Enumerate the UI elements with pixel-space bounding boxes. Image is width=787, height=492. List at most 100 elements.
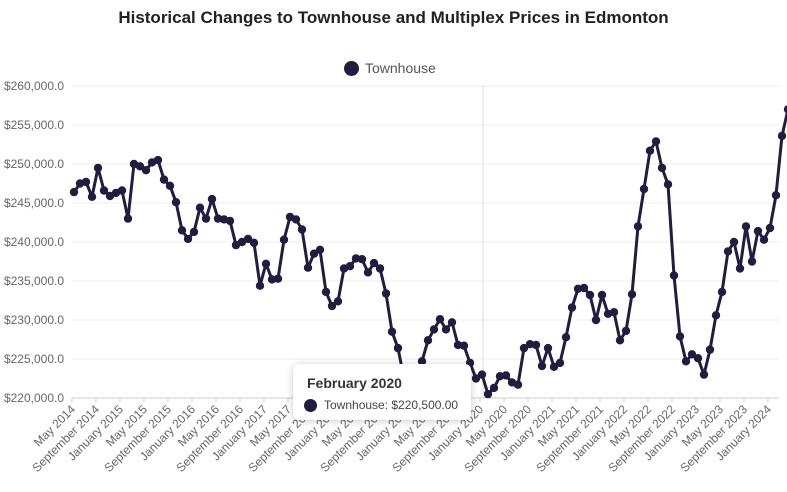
data-point[interactable]	[369, 258, 379, 268]
data-point[interactable]	[171, 198, 181, 207]
data-point[interactable]	[153, 155, 163, 165]
series-points-townhouse	[69, 105, 787, 400]
data-point[interactable]	[555, 358, 565, 368]
data-point[interactable]	[615, 336, 625, 345]
data-point[interactable]	[669, 271, 679, 280]
data-point[interactable]	[333, 297, 343, 306]
data-point[interactable]	[93, 163, 103, 173]
data-point[interactable]	[81, 177, 91, 187]
data-point[interactable]	[159, 175, 169, 184]
data-point[interactable]	[765, 223, 775, 233]
data-point[interactable]	[375, 264, 385, 273]
data-point[interactable]	[261, 259, 271, 268]
data-point[interactable]	[777, 131, 787, 141]
data-point[interactable]	[255, 281, 265, 290]
data-point[interactable]	[645, 146, 655, 155]
data-point[interactable]	[249, 238, 259, 247]
data-point[interactable]	[753, 226, 763, 236]
data-point[interactable]	[597, 290, 607, 300]
data-point[interactable]	[585, 290, 595, 300]
data-point[interactable]	[501, 371, 511, 380]
data-point[interactable]	[567, 303, 577, 312]
data-point[interactable]	[477, 370, 487, 379]
data-point[interactable]	[483, 389, 493, 399]
data-point[interactable]	[381, 289, 391, 298]
data-point[interactable]	[759, 235, 769, 244]
data-point[interactable]	[723, 247, 733, 256]
data-point[interactable]	[693, 354, 703, 363]
data-point[interactable]	[225, 216, 235, 226]
data-point[interactable]	[189, 227, 199, 237]
data-point[interactable]	[321, 287, 331, 297]
data-point[interactable]	[633, 222, 643, 231]
data-point[interactable]	[303, 263, 313, 272]
data-point[interactable]	[387, 327, 397, 336]
legend-item-townhouse[interactable]: Townhouse	[344, 60, 436, 76]
data-point[interactable]	[735, 264, 745, 273]
data-point[interactable]	[471, 374, 481, 383]
data-point[interactable]	[657, 163, 667, 173]
data-point[interactable]	[273, 274, 283, 283]
data-point[interactable]	[87, 192, 97, 201]
data-point[interactable]	[69, 187, 79, 197]
data-point[interactable]	[687, 350, 697, 359]
data-point[interactable]	[651, 137, 661, 146]
data-point[interactable]	[771, 191, 781, 200]
data-point[interactable]	[135, 162, 145, 171]
data-point[interactable]	[291, 215, 301, 224]
data-point[interactable]	[309, 249, 319, 258]
data-point[interactable]	[243, 234, 253, 244]
data-point[interactable]	[681, 357, 691, 366]
data-point[interactable]	[519, 343, 529, 353]
data-point[interactable]	[279, 235, 289, 244]
data-point[interactable]	[729, 237, 739, 247]
data-point[interactable]	[561, 333, 571, 342]
data-point[interactable]	[363, 268, 373, 277]
data-point[interactable]	[549, 362, 559, 371]
data-point[interactable]	[141, 166, 151, 175]
data-point[interactable]	[591, 315, 601, 325]
data-point[interactable]	[207, 194, 217, 204]
data-point[interactable]	[357, 255, 367, 264]
data-point[interactable]	[537, 361, 547, 371]
data-point[interactable]	[123, 214, 133, 223]
data-point[interactable]	[201, 214, 211, 223]
data-point[interactable]	[489, 383, 499, 393]
data-point[interactable]	[195, 203, 205, 212]
data-point[interactable]	[459, 341, 469, 350]
data-point[interactable]	[315, 245, 325, 254]
data-point[interactable]	[675, 332, 685, 341]
tooltip-marker-icon	[304, 398, 317, 412]
data-point[interactable]	[705, 345, 715, 354]
data-point[interactable]	[447, 318, 457, 327]
data-point[interactable]	[609, 308, 619, 317]
data-point[interactable]	[741, 222, 751, 231]
data-point[interactable]	[297, 225, 307, 234]
data-point[interactable]	[177, 226, 187, 235]
data-point[interactable]	[345, 262, 355, 271]
data-point[interactable]	[429, 325, 439, 334]
data-point[interactable]	[99, 186, 109, 195]
data-point[interactable]	[117, 186, 127, 195]
data-point[interactable]	[393, 343, 403, 353]
data-point[interactable]	[423, 336, 433, 345]
data-point[interactable]	[639, 184, 649, 194]
data-point[interactable]	[621, 326, 631, 336]
data-point[interactable]	[783, 105, 787, 114]
data-point[interactable]	[417, 357, 427, 366]
data-point[interactable]	[717, 287, 727, 297]
data-point[interactable]	[543, 343, 553, 353]
data-point[interactable]	[627, 290, 637, 299]
data-point[interactable]	[711, 311, 721, 320]
data-point[interactable]	[699, 370, 709, 379]
data-point[interactable]	[435, 315, 445, 324]
data-point[interactable]	[513, 380, 523, 389]
data-point[interactable]	[579, 283, 589, 293]
data-point[interactable]	[327, 301, 337, 311]
data-point[interactable]	[441, 325, 451, 334]
data-point[interactable]	[663, 180, 673, 189]
data-point[interactable]	[183, 234, 193, 244]
data-point[interactable]	[165, 181, 175, 190]
data-point[interactable]	[531, 340, 541, 350]
data-point[interactable]	[747, 257, 757, 266]
